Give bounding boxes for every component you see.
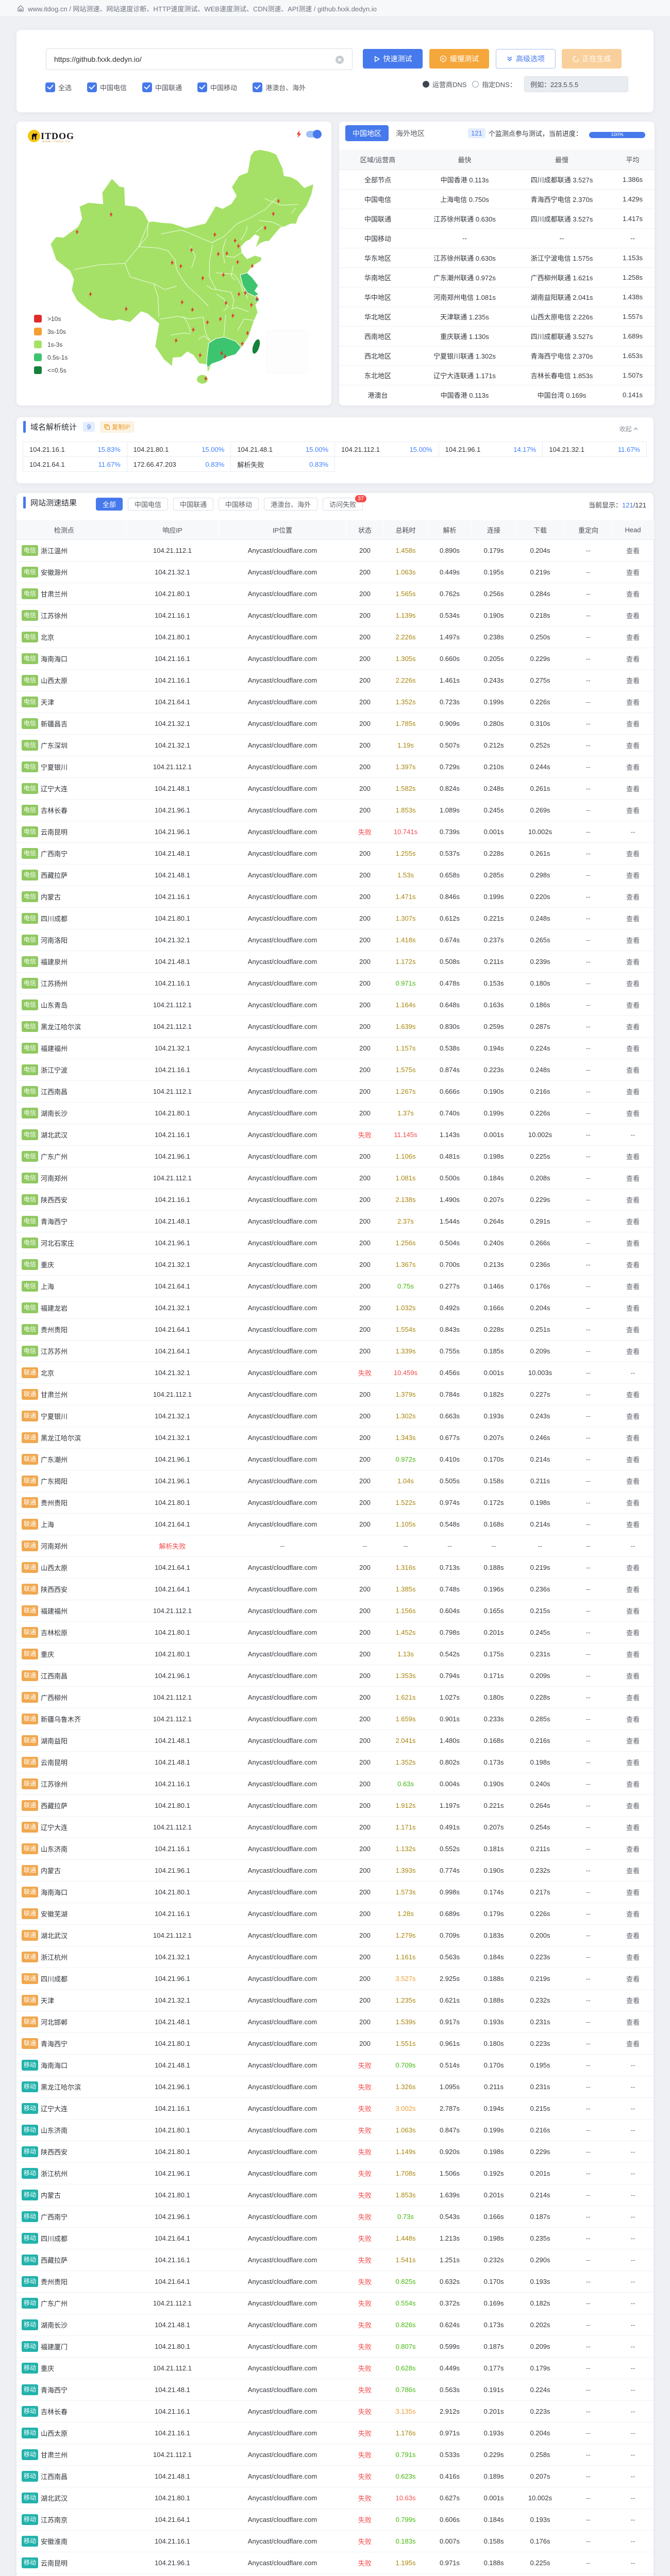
svg-text:ITDOG: ITDOG	[41, 131, 74, 141]
svg-text:WWW.ITDOG.CN: WWW.ITDOG.CN	[42, 140, 71, 143]
